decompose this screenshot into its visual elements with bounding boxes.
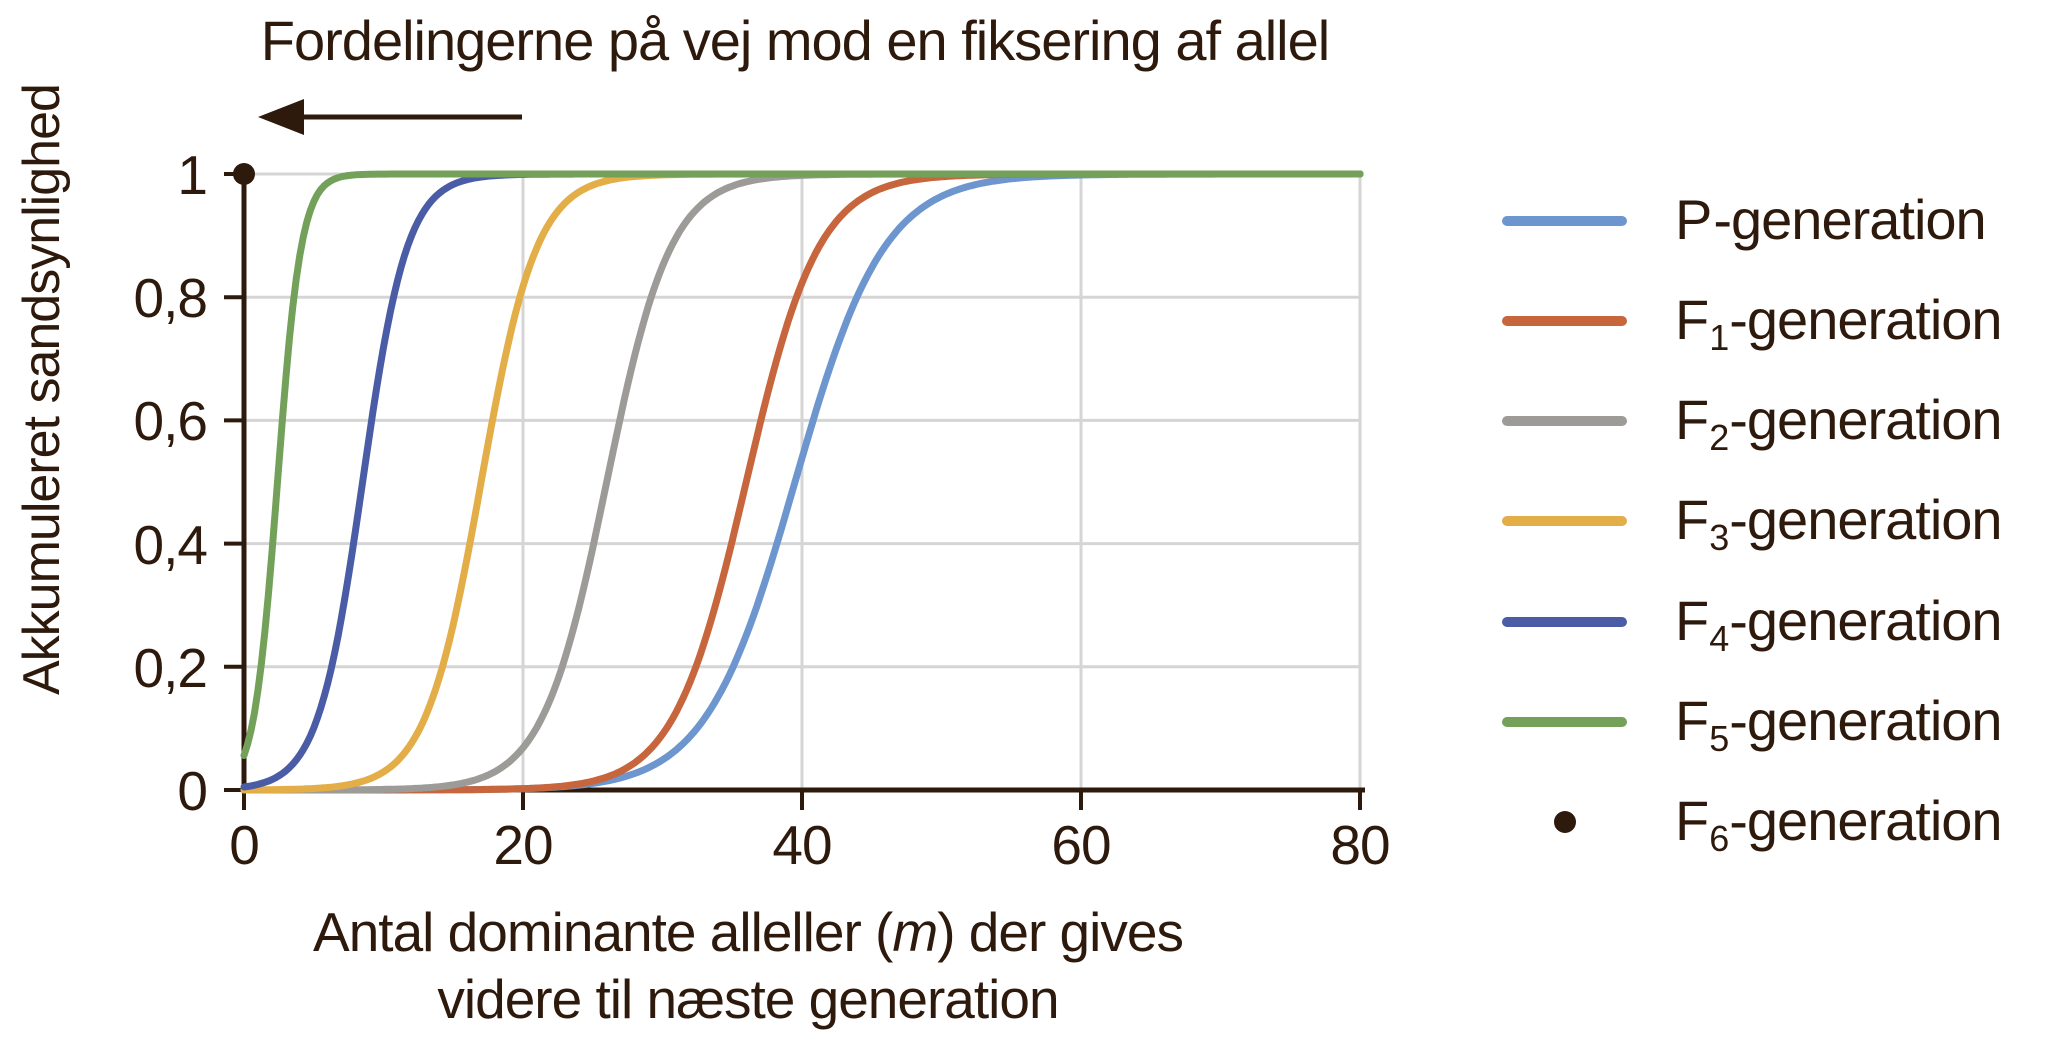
legend-label-suffix: -generation xyxy=(1729,689,2002,752)
legend-label-prefix: F xyxy=(1675,288,1709,351)
legend-swatch xyxy=(1502,617,1627,627)
legend-label-suffix: -generation xyxy=(1729,388,2002,451)
legend-label-subscript: 5 xyxy=(1709,718,1729,759)
legend-label-suffix: -generation xyxy=(1729,589,2002,652)
legend-label-suffix: -generation xyxy=(1713,188,1986,251)
legend-label-prefix: F xyxy=(1675,789,1709,852)
legend-label-suffix: -generation xyxy=(1729,789,2002,852)
y-tick-label: 0,2 xyxy=(133,637,208,699)
legend-label: F4-generation xyxy=(1675,589,2003,659)
legend-label-subscript: 2 xyxy=(1709,417,1729,458)
point-F6-generation xyxy=(233,163,255,185)
legend-label-suffix: -generation xyxy=(1729,488,2002,551)
y-tick-label: 0 xyxy=(177,760,208,822)
legend-label: F6-generation xyxy=(1675,789,2003,859)
legend-swatch xyxy=(1502,316,1627,326)
y-tick-label: 0,4 xyxy=(133,514,208,576)
x-axis-title-variable: m xyxy=(892,901,938,963)
x-tick-label: 0 xyxy=(229,814,260,876)
legend-label-subscript: 6 xyxy=(1709,818,1729,859)
legend-swatch xyxy=(1502,516,1627,526)
curve-F5-generation xyxy=(240,170,1364,759)
legend-swatch xyxy=(1554,811,1576,833)
legend-swatch xyxy=(1502,216,1627,226)
legend-label: F5-generation xyxy=(1675,689,2003,759)
chart-title: Fordelingerne på vej mod en fiksering af… xyxy=(260,9,1330,72)
legend-label: F3-generation xyxy=(1675,488,2003,558)
y-tick-label: 1 xyxy=(177,144,208,206)
y-tick-label: 0,6 xyxy=(133,390,208,452)
x-axis-title-line2: videre til næste generation xyxy=(437,968,1059,1030)
legend-swatch xyxy=(1502,416,1627,426)
legend-swatch xyxy=(1502,717,1627,727)
legend-label-prefix: P xyxy=(1675,188,1712,251)
x-axis-title-text: ) der gives xyxy=(937,901,1184,963)
legend-label: F2-generation xyxy=(1675,388,2003,458)
legend-label-prefix: F xyxy=(1675,689,1709,752)
x-tick-label: 20 xyxy=(493,814,553,876)
legend-label-prefix: F xyxy=(1675,589,1709,652)
legend-label-suffix: -generation xyxy=(1729,288,2002,351)
x-tick-label: 80 xyxy=(1330,814,1390,876)
x-axis-title-line1: Antal dominante alleller (m) der gives xyxy=(0,905,1496,960)
legend-label-subscript: 3 xyxy=(1709,517,1729,558)
legend-label-prefix: F xyxy=(1675,488,1709,551)
legend-label-subscript: 1 xyxy=(1709,317,1729,358)
y-axis-title: Akkumuleret sandsynlighed xyxy=(13,84,71,695)
legend-label: F1-generation xyxy=(1675,288,2003,358)
x-tick-label: 60 xyxy=(1051,814,1111,876)
left-arrow-icon xyxy=(258,99,522,135)
legend-label-prefix: F xyxy=(1675,388,1709,451)
x-axis-title-text: Antal dominante alleller ( xyxy=(313,901,893,963)
y-tick-label: 0,8 xyxy=(133,267,208,329)
legend-label: P-generation xyxy=(1675,188,1987,252)
legend-label-subscript: 4 xyxy=(1709,618,1729,659)
x-tick-label: 40 xyxy=(772,814,832,876)
